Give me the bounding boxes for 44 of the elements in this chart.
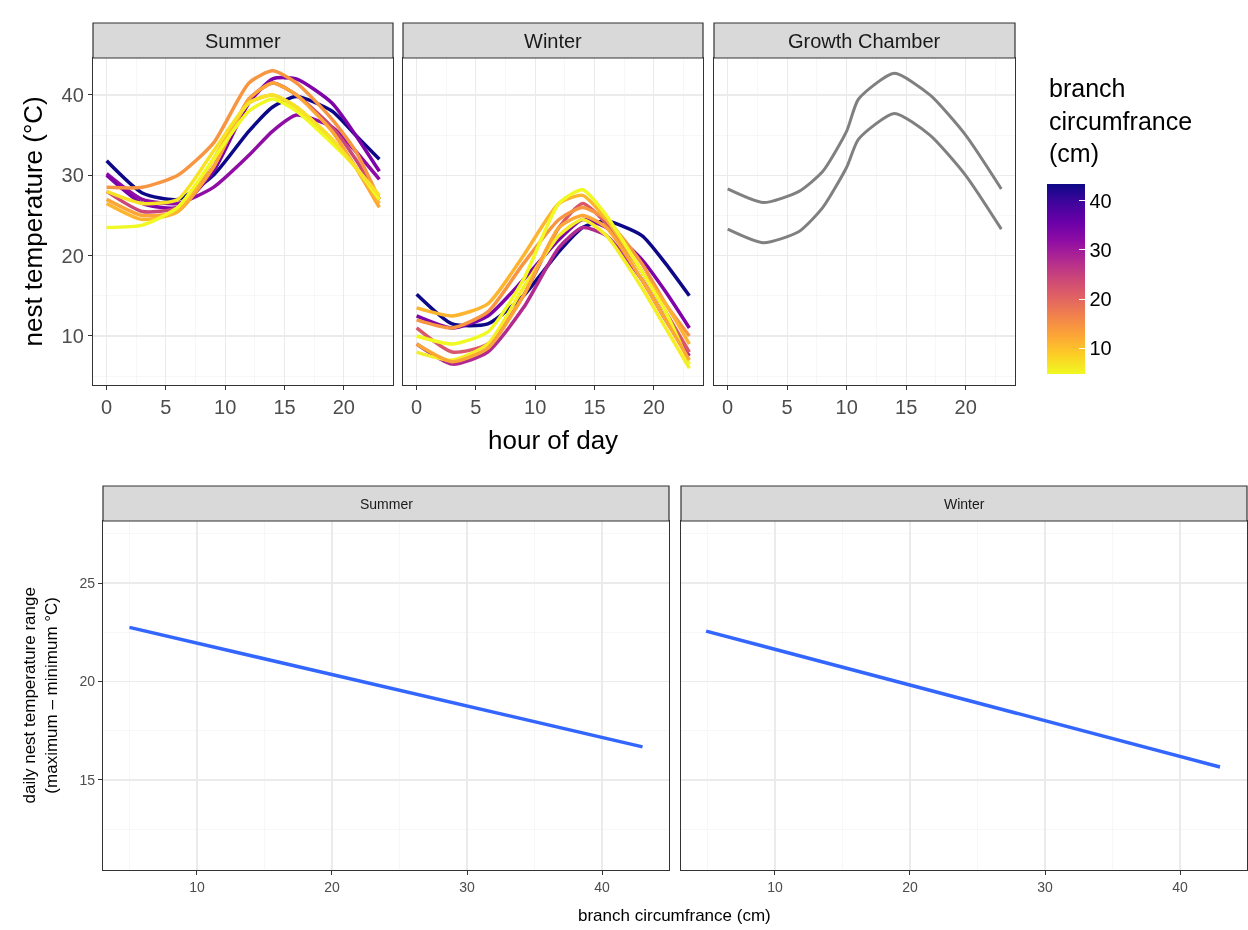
- y-tick-label: 20: [79, 673, 96, 690]
- x-tick-label: 40: [594, 879, 611, 895]
- x-axis-title: hour of day: [488, 425, 619, 455]
- y-axis-title: daily nest temperature range (maximum – minimum °C): [19, 587, 61, 804]
- chart-title: Winter: [944, 496, 985, 512]
- x-axis-title: branch circumfrance (cm): [578, 906, 771, 925]
- x-tick-label: 30: [1037, 879, 1054, 895]
- y-axis-title: nest temperature (°C): [17, 96, 48, 347]
- x-tick-label: 5: [160, 396, 172, 419]
- color-bar-label: 20: [1089, 288, 1112, 311]
- chart-title: Winter: [524, 30, 583, 52]
- x-tick-label: 0: [101, 396, 113, 419]
- x-tick-label: 40: [1172, 879, 1189, 895]
- color-bar-label: 40: [1089, 189, 1112, 212]
- x-tick-label: 0: [722, 396, 734, 419]
- color-bar-label: 30: [1089, 238, 1112, 261]
- x-tick-label: 15: [273, 396, 296, 419]
- chart-title: Summer: [360, 496, 414, 512]
- x-tick-label: 20: [954, 396, 977, 419]
- x-tick-label: 5: [470, 396, 482, 419]
- chart-title: Growth Chamber: [788, 30, 941, 52]
- y-tick-label: 10: [61, 324, 84, 347]
- x-tick-label: 20: [332, 396, 355, 419]
- y-tick-label: 15: [79, 771, 96, 788]
- x-tick-label: 10: [835, 396, 858, 419]
- x-tick-label: 20: [642, 396, 665, 419]
- x-tick-label: 10: [189, 879, 205, 895]
- y-tick-label: 30: [61, 164, 84, 187]
- x-tick-label: 15: [583, 396, 606, 419]
- x-tick-label: 0: [411, 396, 423, 419]
- x-tick-label: 10: [524, 396, 547, 419]
- y-tick-label: 25: [79, 574, 96, 591]
- x-tick-label: 10: [767, 879, 783, 895]
- x-tick-label: 20: [902, 879, 918, 895]
- y-tick-label: 20: [61, 244, 84, 267]
- x-tick-label: 10: [214, 396, 237, 419]
- x-tick-label: 30: [459, 879, 476, 895]
- x-tick-label: 15: [895, 396, 918, 419]
- x-tick-label: 5: [781, 396, 793, 419]
- color-bar-label: 10: [1089, 337, 1112, 360]
- y-tick-label: 40: [61, 83, 84, 106]
- chart-title: Summer: [205, 30, 281, 52]
- x-tick-label: 20: [324, 879, 340, 895]
- color-bar-title: branch circumfrance (cm): [1049, 74, 1193, 167]
